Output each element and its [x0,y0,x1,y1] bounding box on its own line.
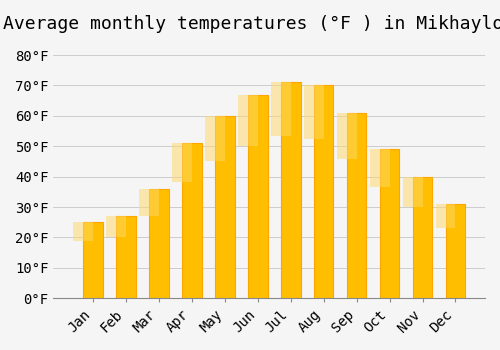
Bar [215,116,234,298]
Bar [248,94,268,298]
Bar [182,143,202,298]
Bar [412,177,432,298]
Title: Average monthly temperatures (°F ) in Mikhaylovsk: Average monthly temperatures (°F ) in Mi… [2,15,500,33]
Bar [83,222,102,298]
Bar [446,204,466,298]
Bar [139,189,158,216]
Bar [346,113,366,298]
Bar [436,204,456,228]
Bar [402,177,422,207]
Bar [337,113,356,159]
Bar [304,85,324,139]
Bar [205,116,225,161]
Bar [370,149,390,187]
Bar [238,94,258,146]
Bar [73,222,93,241]
Bar [172,143,192,182]
Bar [280,82,300,298]
Bar [380,149,400,298]
Bar [116,216,136,298]
Bar [106,216,126,237]
Bar [149,189,169,298]
Bar [271,82,290,136]
Bar [314,85,334,298]
